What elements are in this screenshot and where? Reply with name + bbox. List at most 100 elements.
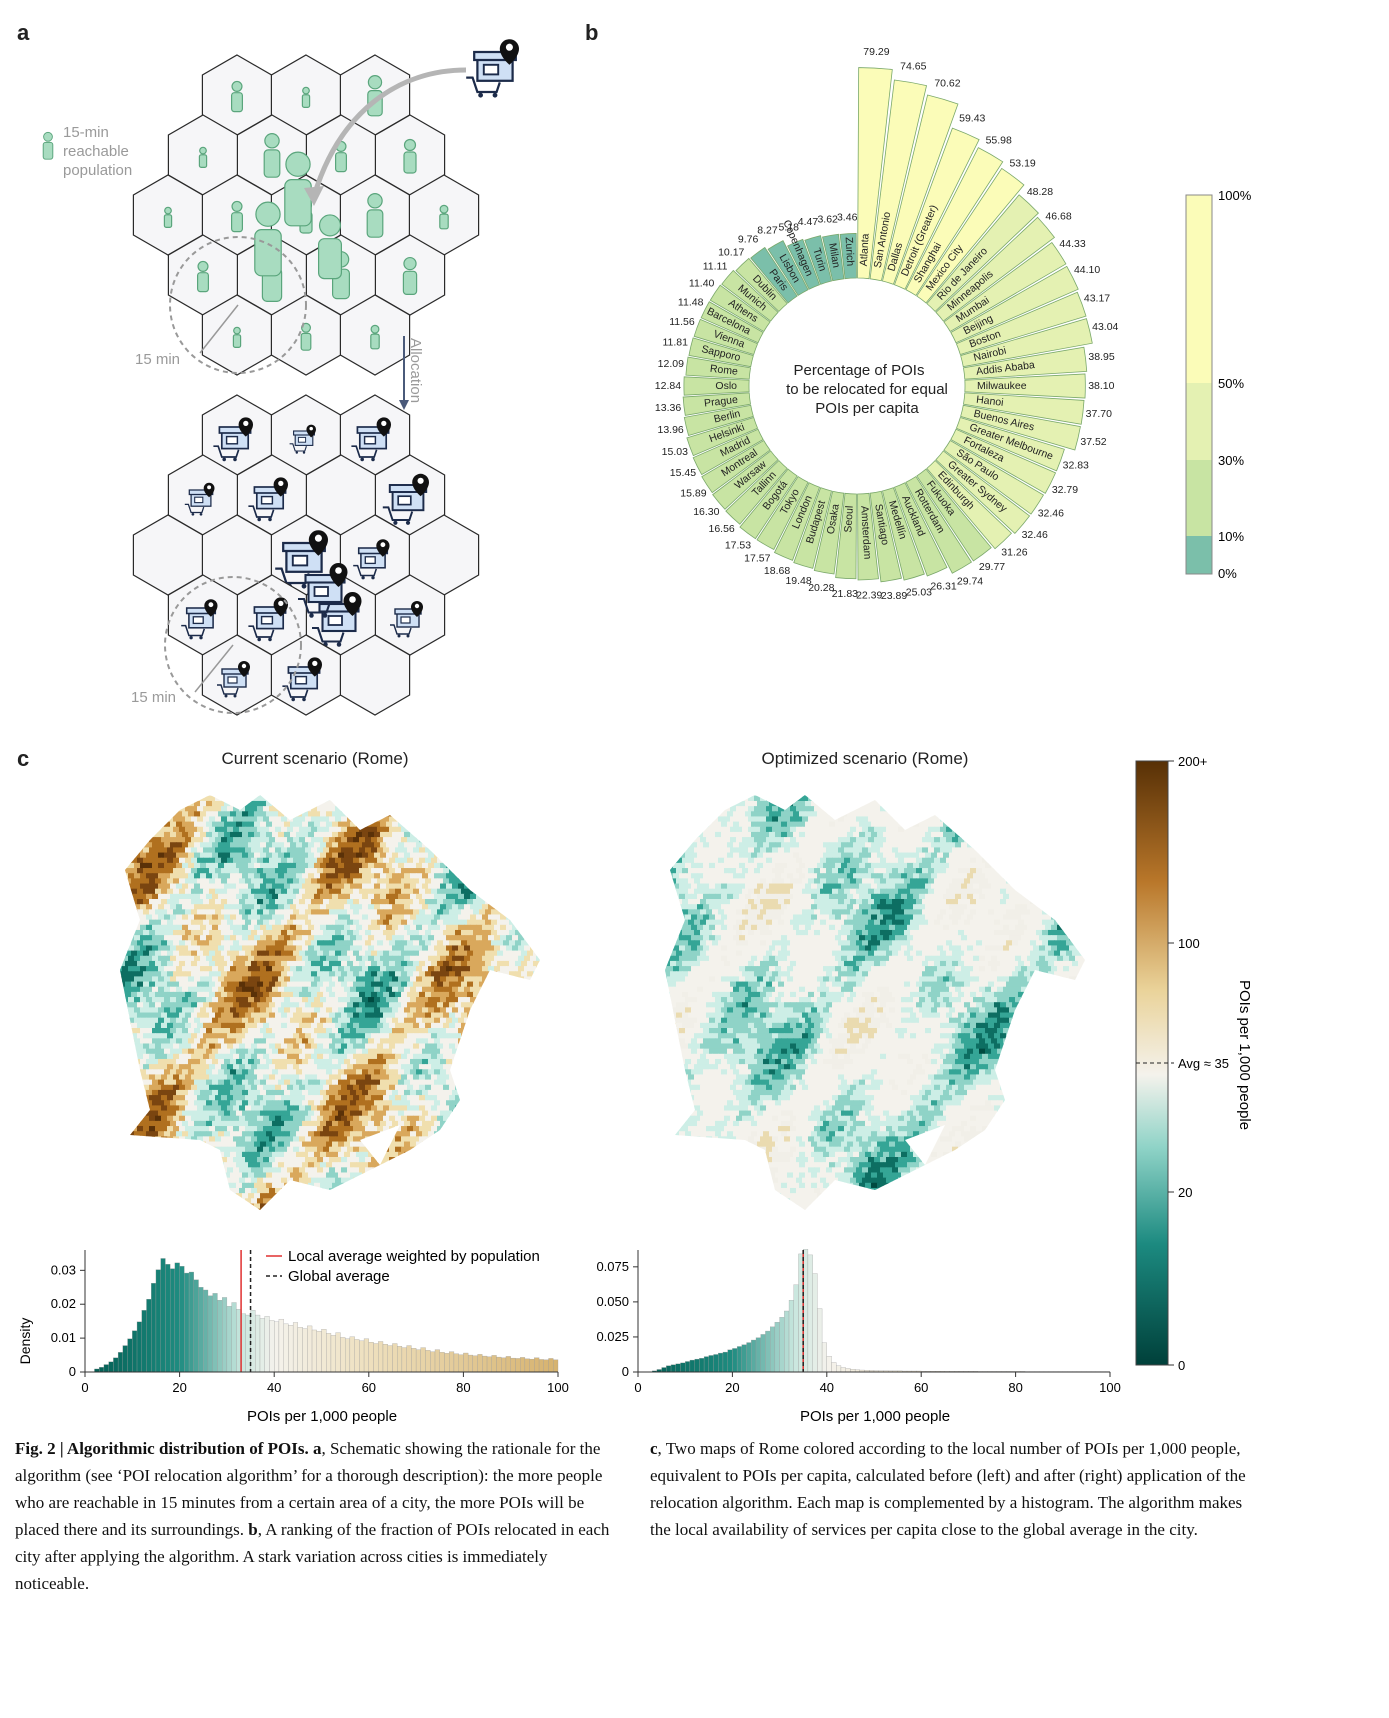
map-cell xyxy=(512,1017,519,1025)
map-cell xyxy=(335,940,342,947)
map-cell xyxy=(368,800,375,808)
map-cell xyxy=(308,1017,315,1025)
map-cell xyxy=(434,780,441,787)
map-cell xyxy=(128,1017,135,1025)
map-cell xyxy=(269,1064,276,1071)
map-cell xyxy=(449,981,456,989)
map-cell xyxy=(476,1058,483,1066)
map-cell xyxy=(317,1064,324,1071)
map-cell xyxy=(554,1049,560,1056)
map-cell xyxy=(362,893,369,901)
map-cell xyxy=(476,1017,483,1025)
map-cell xyxy=(350,955,357,963)
map-cell xyxy=(557,1033,560,1040)
map-cell xyxy=(251,1084,258,1092)
map-cell xyxy=(164,821,171,829)
map-cell xyxy=(329,950,336,958)
map-cell xyxy=(200,914,207,922)
map-cell xyxy=(257,795,264,803)
map-cell xyxy=(287,837,294,844)
map-cell xyxy=(401,888,408,896)
map-cell xyxy=(161,857,168,865)
map-cell xyxy=(506,842,513,849)
map-cell xyxy=(236,780,243,787)
map-cell xyxy=(326,1069,333,1076)
map-cell xyxy=(269,981,276,989)
map-cell xyxy=(125,1084,132,1092)
map-cell xyxy=(209,888,216,896)
map-cell xyxy=(233,847,240,854)
map-cell xyxy=(413,1012,420,1020)
radial-value-label: 38.10 xyxy=(1088,380,1114,392)
map-cell xyxy=(120,1089,123,1097)
map-cell xyxy=(308,1028,315,1035)
map-cell xyxy=(404,811,411,818)
map-cell xyxy=(332,1079,339,1087)
map-cell xyxy=(548,791,555,798)
map-cell xyxy=(323,826,330,834)
map-cell xyxy=(278,924,285,932)
map-cell xyxy=(233,795,240,803)
map-cell xyxy=(518,1048,525,1056)
map-cell xyxy=(305,888,312,896)
map-cell xyxy=(182,1017,189,1025)
map-cell xyxy=(314,945,321,953)
map-cell xyxy=(383,981,390,989)
map-cell xyxy=(344,1069,351,1076)
map-cell xyxy=(158,1038,165,1045)
map-cell xyxy=(284,883,291,891)
map-cell xyxy=(353,806,360,813)
map-cell xyxy=(446,1058,453,1066)
map-cell xyxy=(176,1007,183,1014)
map-cell xyxy=(416,800,423,808)
map-cell xyxy=(413,878,420,885)
map-cell xyxy=(149,1053,156,1061)
map-cell xyxy=(266,842,273,849)
map-cell xyxy=(377,899,384,906)
map-cell xyxy=(266,924,273,932)
map-cell xyxy=(446,852,453,860)
map-cell xyxy=(497,1084,504,1092)
map-cell xyxy=(221,971,228,978)
map-cell xyxy=(551,847,558,854)
map-cell xyxy=(170,1038,177,1045)
map-cell xyxy=(344,976,351,983)
map-cell xyxy=(374,800,381,808)
map-cell xyxy=(413,1074,420,1082)
map-cell xyxy=(194,997,201,1004)
map-cell xyxy=(530,1058,537,1066)
map-cell xyxy=(176,955,183,963)
radial-bar xyxy=(857,67,893,280)
map-cell xyxy=(491,919,498,927)
radial-value-label: 16.56 xyxy=(709,523,735,535)
map-cell xyxy=(365,1043,372,1051)
map-cell xyxy=(431,960,438,968)
map-cell xyxy=(452,986,459,994)
map-cell xyxy=(464,1058,471,1066)
map-cell xyxy=(362,862,369,870)
map-cell xyxy=(374,780,381,787)
map-cell xyxy=(506,770,513,777)
map-cell xyxy=(218,997,225,1004)
map-cell xyxy=(215,1043,222,1051)
radial-bar xyxy=(905,147,1004,297)
map-cell xyxy=(386,1038,393,1045)
radial-bar xyxy=(756,475,809,551)
map-cell xyxy=(347,795,354,803)
map-cell xyxy=(179,888,186,896)
map-cell xyxy=(254,1079,261,1087)
map-cell xyxy=(293,929,300,937)
map-cell xyxy=(539,1022,540,1030)
radial-value-label: 44.33 xyxy=(1059,238,1085,250)
map-cell xyxy=(524,997,531,1004)
map-cell xyxy=(437,816,444,824)
map-cell xyxy=(305,878,312,885)
map-cell xyxy=(449,1053,456,1061)
map-cell xyxy=(377,847,384,854)
map-cell xyxy=(422,1048,429,1056)
map-cell xyxy=(245,991,252,999)
map-cell xyxy=(182,986,189,994)
map-cell xyxy=(320,904,327,911)
map-cell xyxy=(518,1058,525,1066)
map-cell xyxy=(503,795,510,803)
